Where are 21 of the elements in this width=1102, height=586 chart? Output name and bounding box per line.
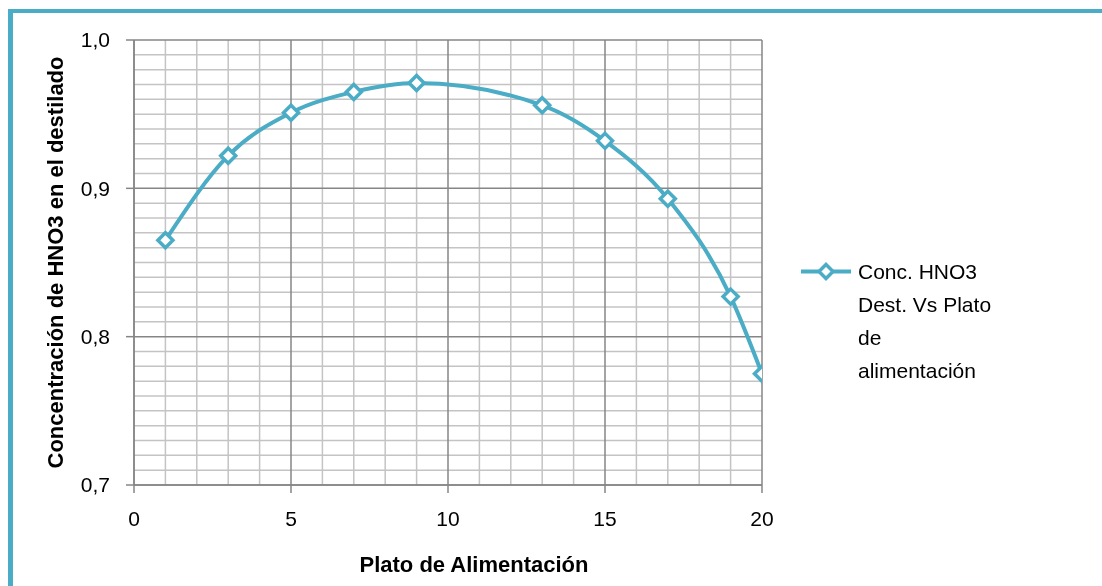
point (595, 131, 615, 151)
legend-label: Conc. HNO3 Dest. Vs Plato de alimentación (858, 259, 993, 384)
point (156, 231, 175, 250)
y-tick-label: 0,7 (80, 473, 110, 497)
point (658, 189, 678, 208)
y-tick-label: 0,9 (80, 176, 110, 200)
x-tick-label: 0 (128, 506, 140, 530)
point (721, 287, 740, 306)
y-tick-label: 0,8 (80, 325, 110, 349)
y-axis-title: Concentración de HNO3 en el destilado (42, 56, 68, 469)
point (532, 96, 552, 115)
y-tick-label: 1,0 (80, 28, 110, 52)
point (344, 82, 364, 102)
x-tick-label: 10 (436, 506, 460, 530)
point (407, 73, 426, 93)
x-tick-label: 20 (750, 506, 774, 530)
point (218, 146, 238, 165)
x-tick-label: 5 (285, 506, 297, 530)
x-tick-label: 15 (593, 506, 617, 530)
point (281, 103, 301, 122)
x-axis-title: Plato de Alimentación (359, 551, 589, 577)
